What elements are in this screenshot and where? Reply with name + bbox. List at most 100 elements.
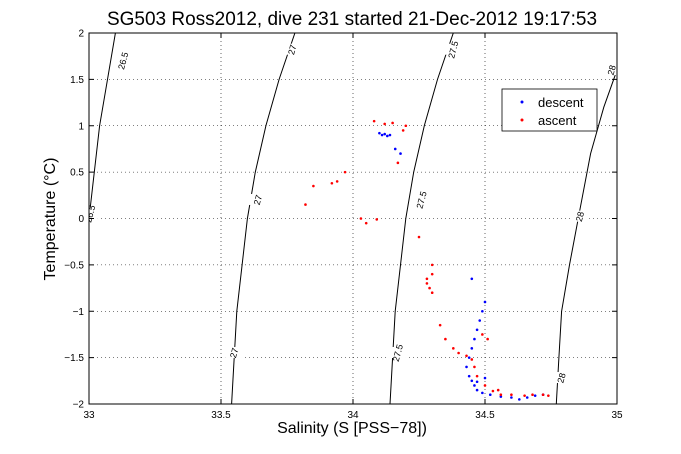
descent-point — [383, 132, 386, 136]
chart-title: SG503 Ross2012, dive 231 started 21-Dec-… — [107, 9, 597, 30]
y-tick-label: −1.5 — [64, 353, 84, 364]
x-tick-label: 33.5 — [211, 410, 231, 421]
ascent-point — [404, 124, 408, 128]
legend-label-ascent: ascent — [538, 113, 577, 128]
ascent-point — [491, 389, 495, 393]
density-contour-line — [89, 33, 116, 221]
x-tick-label: 34 — [347, 410, 359, 421]
descent-point — [388, 133, 392, 137]
ascent-point — [383, 122, 386, 126]
ascent-point — [470, 358, 474, 361]
descent-point — [488, 393, 492, 397]
ascent-point — [359, 217, 363, 220]
ascent-point — [335, 180, 339, 183]
ascent-point — [510, 393, 513, 397]
y-tick-label: 2 — [78, 29, 84, 40]
ascent-point — [364, 221, 368, 225]
descent-point — [481, 391, 484, 395]
legend-label-descent: descent — [538, 95, 584, 110]
contour-label-bg — [225, 346, 244, 358]
density-contour-line — [555, 69, 617, 404]
contour-label: 27 — [228, 347, 240, 359]
ascent-point — [330, 181, 334, 185]
ascent-point — [475, 374, 479, 378]
ascent-point — [304, 203, 307, 206]
series-ascent — [304, 119, 550, 397]
ascent-point — [430, 291, 434, 295]
ascent-point — [486, 337, 489, 341]
legend: descent ascent — [501, 88, 598, 132]
descent-point — [467, 356, 471, 359]
density-contour-line — [389, 33, 454, 404]
descent-point — [470, 347, 474, 350]
contour-label-bg — [388, 346, 407, 358]
ascent-point — [523, 394, 526, 397]
contour-label-bg — [283, 43, 302, 55]
ascent-point — [499, 393, 503, 397]
contour-label-bg — [114, 54, 133, 66]
ascent-point — [396, 161, 400, 165]
contour-label-bg — [444, 43, 463, 55]
descent-point — [483, 376, 487, 380]
legend-box — [501, 88, 598, 132]
descent-point — [525, 396, 529, 399]
descent-point — [473, 384, 476, 387]
axis-ticks: 33 33.5 34 34.5 35 −2 −1.5 −1 −0.5 0 0.5 1 1.5 2 — [64, 29, 623, 422]
ascent-point — [417, 235, 421, 239]
contour-label: 27.5 — [391, 343, 405, 363]
ascent-point — [391, 121, 394, 125]
descent-point — [473, 337, 476, 341]
ascent-point — [496, 388, 500, 392]
y-tick-label: −1 — [73, 307, 85, 318]
contour-label: 27.5 — [446, 40, 460, 60]
contour-label-bg — [602, 64, 617, 76]
ascent-point — [444, 337, 447, 341]
contour-label-bg — [571, 210, 590, 222]
ascent-point — [531, 393, 534, 397]
contour-label: 27.5 — [415, 190, 429, 210]
ascent-point — [457, 351, 460, 355]
descent-point — [478, 319, 482, 322]
descent-point — [470, 277, 474, 281]
descent-point — [510, 396, 513, 399]
ascent-point — [430, 272, 434, 276]
ascent-point — [375, 218, 379, 221]
ascent-point — [438, 323, 442, 327]
contour-label-bg — [89, 207, 100, 219]
contour-label: 27 — [286, 44, 298, 56]
y-axis-label: Temperature (°C) — [42, 158, 59, 281]
y-tick-label: 1.5 — [70, 75, 84, 86]
contour-label: 28 — [555, 372, 567, 384]
y-tick-label: −2 — [73, 400, 85, 411]
ascent-point — [483, 384, 487, 387]
contour-label-bg — [412, 193, 431, 205]
descent-point — [483, 300, 487, 304]
legend-marker-descent — [520, 100, 524, 104]
descent-point — [518, 398, 521, 401]
x-tick-label: 33 — [83, 410, 95, 421]
x-axis-label: Salinity (S [PSS−78]) — [277, 420, 427, 437]
descent-point — [475, 388, 479, 392]
ascent-point — [425, 277, 429, 281]
series-descent — [378, 131, 545, 401]
descent-point — [475, 380, 479, 384]
ascent-point — [452, 347, 455, 350]
ascent-point — [541, 393, 545, 397]
ascent-point — [465, 354, 468, 358]
descent-point — [499, 395, 503, 398]
descent-point — [533, 394, 537, 397]
contour-label: 26.5 — [116, 51, 130, 71]
descent-point — [465, 365, 468, 369]
ascent-point — [312, 184, 315, 188]
ascent-point — [481, 333, 484, 336]
y-tick-label: 0 — [78, 214, 84, 225]
ascent-point — [428, 286, 431, 290]
descent-point — [399, 152, 402, 155]
ascent-point — [430, 263, 434, 267]
descent-point — [475, 328, 479, 332]
descent-point — [378, 131, 381, 135]
ascent-point — [425, 282, 429, 285]
contour-label: 28 — [606, 64, 618, 76]
x-tick-label: 35 — [611, 410, 623, 421]
